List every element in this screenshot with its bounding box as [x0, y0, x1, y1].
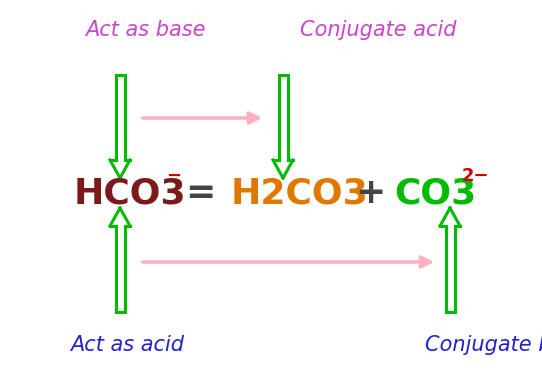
- Text: H2CO3: H2CO3: [231, 176, 369, 210]
- Text: Act as base: Act as base: [85, 20, 205, 40]
- Text: CO3: CO3: [394, 176, 476, 210]
- Text: HCO3: HCO3: [74, 176, 186, 210]
- Text: =: =: [185, 176, 215, 210]
- Text: Conjugate base: Conjugate base: [425, 335, 542, 355]
- Text: Conjugate acid: Conjugate acid: [300, 20, 456, 40]
- Text: 2−: 2−: [461, 167, 489, 185]
- Text: Act as acid: Act as acid: [70, 335, 184, 355]
- Text: +: +: [355, 176, 385, 210]
- Text: −: −: [166, 167, 182, 185]
